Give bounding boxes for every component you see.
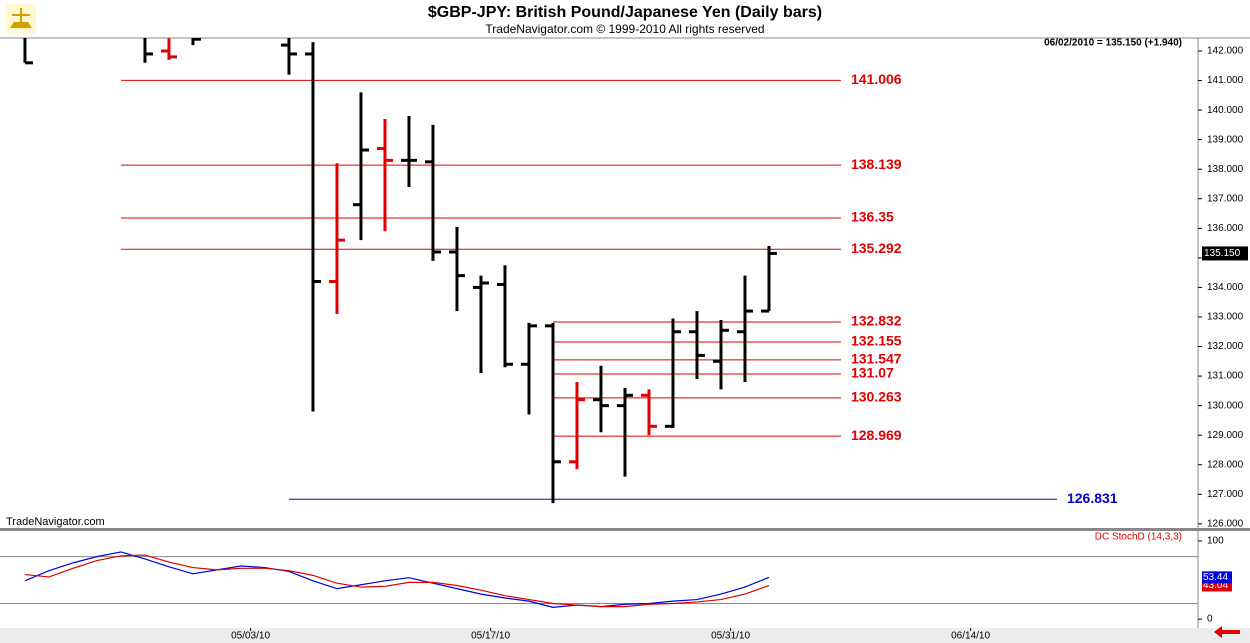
x-tick-label: 05/17/10 — [471, 631, 510, 642]
x-tick-label: 05/03/10 — [231, 631, 270, 642]
chart-title: $GBP-JPY: British Pound/Japanese Yen (Da… — [428, 4, 822, 21]
y-tick-label: 133.000 — [1207, 312, 1244, 323]
indicator-title: DC StochD (14,3,3) — [1095, 532, 1182, 543]
level-label: 128.969 — [851, 427, 902, 443]
y-tick-label: 137.000 — [1207, 193, 1244, 204]
y-tick-label: 130.000 — [1207, 400, 1244, 411]
last-price-box — [1202, 246, 1248, 261]
stoch-plot — [0, 551, 1198, 608]
level-label: 136.35 — [851, 209, 894, 225]
last-price-label: 135.150 — [1204, 248, 1241, 259]
price-plot — [23, 38, 1057, 504]
level-label: 132.155 — [851, 333, 902, 349]
value-label: 53.44 — [1203, 572, 1228, 583]
y-tick-label: 140.000 — [1207, 105, 1244, 116]
y-tick-label: 0 — [1207, 614, 1213, 625]
level-label: 131.547 — [851, 351, 902, 367]
y-tick-label: 127.000 — [1207, 489, 1244, 500]
value-box — [1202, 571, 1232, 584]
y-tick-label: 136.000 — [1207, 223, 1244, 234]
y-tick-label: 132.000 — [1207, 341, 1244, 352]
y-tick-label: 141.000 — [1207, 75, 1244, 86]
level-label: 131.07 — [851, 365, 894, 381]
y-tick-label: 126.000 — [1207, 519, 1244, 530]
value-label: 43.04 — [1203, 580, 1228, 591]
stoch-line — [24, 551, 770, 608]
level-label: 130.263 — [851, 389, 902, 405]
y-tick-label: 100 — [1207, 536, 1224, 547]
chart-subtitle: TradeNavigator.com © 1999-2010 All right… — [485, 22, 764, 36]
y-tick-label: 131.000 — [1207, 371, 1244, 382]
level-label: 132.832 — [851, 313, 902, 329]
y-tick-label: 138.000 — [1207, 164, 1244, 175]
x-tick-label: 05/31/10 — [711, 631, 750, 642]
scroll-arrow[interactable] — [1214, 626, 1240, 638]
x-tick-label: 06/14/10 — [951, 631, 990, 642]
level-label: 138.139 — [851, 156, 902, 172]
y-tick-label: 128.000 — [1207, 459, 1244, 470]
y-tick-label: 142.000 — [1207, 46, 1244, 57]
x-axis-strip — [0, 628, 1250, 643]
logo — [6, 4, 36, 34]
last-price-info: 06/02/2010 = 135.150 (+1.940) — [1044, 38, 1182, 49]
stoch-line — [24, 554, 770, 608]
y-tick-label: 139.000 — [1207, 134, 1244, 145]
level-label: 141.006 — [851, 71, 902, 87]
y-tick-label: 134.000 — [1207, 282, 1244, 293]
level-label: 126.831 — [1067, 490, 1118, 506]
level-label: 135.292 — [851, 240, 902, 256]
y-tick-label: 129.000 — [1207, 430, 1244, 441]
watermark: TradeNavigator.com — [6, 516, 105, 528]
